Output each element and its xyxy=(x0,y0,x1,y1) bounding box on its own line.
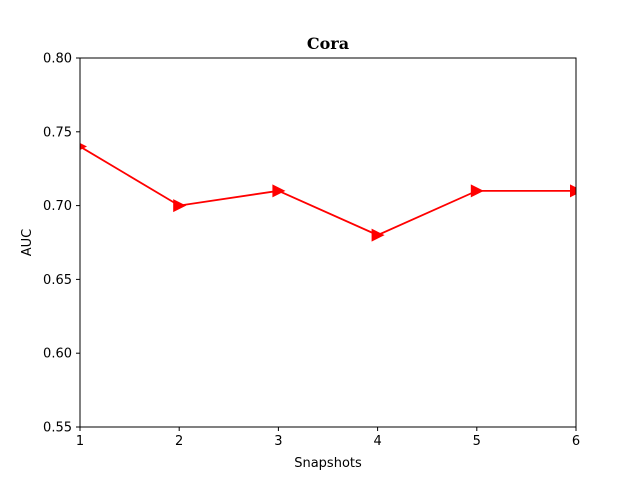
plot-area xyxy=(80,143,576,242)
y-tick-label: 0.80 xyxy=(43,52,72,67)
data-point-marker xyxy=(173,199,187,213)
x-tick-label: 2 xyxy=(175,434,183,449)
series-line xyxy=(80,145,576,237)
data-point-marker xyxy=(470,184,484,198)
data-point-marker xyxy=(371,228,385,242)
data-point-marker xyxy=(80,143,87,151)
y-tick-label: 0.55 xyxy=(43,421,72,436)
y-tick-label: 0.75 xyxy=(43,125,72,140)
y-axis-label: AUC xyxy=(20,229,35,257)
data-point-marker xyxy=(570,184,576,198)
x-tick-label: 6 xyxy=(572,434,580,449)
x-tick-label: 4 xyxy=(373,434,381,449)
y-axis: 0.55 0.60 0.65 0.70 0.75 0.80 xyxy=(43,52,80,436)
x-axis: 1 2 3 4 5 6 xyxy=(76,427,580,449)
x-axis-label: Snapshots xyxy=(294,456,362,471)
x-tick-label: 1 xyxy=(76,434,84,449)
plot-frame xyxy=(79,57,577,428)
chart-title: Cora xyxy=(307,34,349,53)
data-point-marker xyxy=(272,184,286,198)
x-tick-label: 3 xyxy=(274,434,282,449)
y-tick-label: 0.60 xyxy=(43,347,72,362)
y-tick-label: 0.70 xyxy=(43,199,72,214)
y-tick-label: 0.65 xyxy=(43,273,72,288)
x-tick-label: 5 xyxy=(473,434,481,449)
